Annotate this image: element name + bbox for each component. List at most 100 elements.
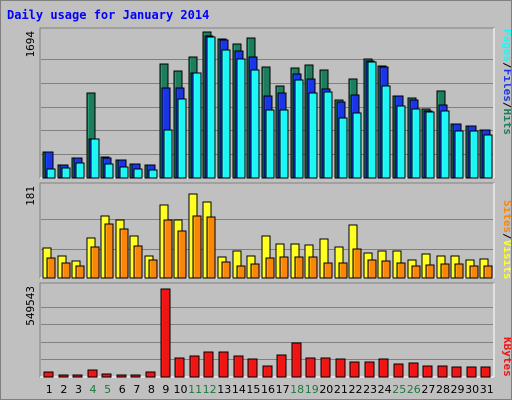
bar-pages-day-19 [308, 92, 318, 179]
bar-sites-day-4 [90, 246, 100, 279]
bar-pages-day-18-body [294, 79, 304, 179]
bar-pages-day-17-body [279, 109, 289, 179]
bar-pages-day-28 [440, 110, 450, 179]
bar-pages-day-29-body [454, 130, 464, 179]
bar-kbytes-day-9-body [160, 288, 171, 378]
bar-pages-day-12 [206, 36, 216, 179]
x-tick-label-day-2: 2 [60, 383, 67, 396]
bar-sites-day-16-body [265, 257, 275, 279]
bar-pages-day-22 [352, 112, 362, 179]
bar-kbytes-day-30 [466, 366, 477, 378]
x-tick-label-day-5: 5 [104, 383, 111, 396]
bar-sites-day-25 [396, 262, 406, 279]
bar-kbytes-day-16-body [262, 365, 273, 378]
bar-sites-day-8-body [148, 259, 158, 279]
bar-sites-day-6-body [119, 228, 129, 279]
bar-sites-day-27 [425, 264, 435, 279]
bar-pages-day-2 [61, 167, 71, 179]
x-tick-label-day-26: 26 [407, 383, 421, 396]
bar-kbytes-day-25 [393, 363, 404, 378]
x-tick-label-day-29: 29 [451, 383, 465, 396]
y-max-label-3: 549543 [24, 286, 37, 326]
bar-kbytes-day-2-body [58, 374, 69, 378]
bar-kbytes-day-26 [408, 362, 419, 378]
bar-kbytes-day-2 [58, 374, 69, 378]
bar-pages-day-5-body [104, 163, 114, 179]
bar-kbytes-day-24-body [378, 358, 389, 378]
bar-kbytes-day-6 [116, 374, 127, 378]
bar-pages-day-7 [133, 168, 143, 179]
bar-kbytes-day-1-body [43, 371, 54, 378]
bar-pages-day-23-body [367, 61, 377, 179]
bar-kbytes-day-28 [437, 365, 448, 378]
x-tick-label-day-3: 3 [75, 383, 82, 396]
bar-sites-day-4-body [90, 246, 100, 279]
bar-sites-day-1-body [46, 257, 56, 279]
bar-kbytes-day-11 [189, 355, 200, 378]
bar-kbytes-day-16 [262, 365, 273, 378]
bar-sites-day-9 [163, 219, 173, 279]
bar-sites-day-7-body [133, 245, 143, 279]
x-tick-label-day-6: 6 [119, 383, 126, 396]
x-tick-label-day-18: 18 [290, 383, 304, 396]
x-tick-label-day-8: 8 [148, 383, 155, 396]
bar-sites-day-21 [338, 262, 348, 279]
bar-sites-day-13-body [221, 261, 231, 279]
bar-kbytes-day-29 [451, 366, 462, 378]
x-tick-label-day-27: 27 [421, 383, 435, 396]
legend-panel-2: Sites/Visits [501, 200, 511, 280]
bar-pages-day-27 [425, 111, 435, 179]
bar-sites-day-20 [323, 262, 333, 279]
bar-pages-day-1 [46, 168, 56, 179]
legend-panel-1: Pages/Files/Hits [501, 29, 511, 135]
bar-pages-day-25-body [396, 105, 406, 179]
bar-sites-day-22-body [352, 248, 362, 279]
bar-pages-day-24-body [381, 85, 391, 179]
bar-pages-day-29 [454, 130, 464, 179]
bar-pages-day-20-body [323, 91, 333, 179]
bar-sites-day-24 [381, 260, 391, 279]
bar-sites-day-31 [483, 265, 493, 279]
bar-sites-day-18-body [294, 256, 304, 279]
bar-kbytes-day-8-body [145, 371, 156, 378]
bar-pages-day-6 [119, 166, 129, 179]
bar-sites-day-9-body [163, 219, 173, 279]
bar-pages-day-20 [323, 91, 333, 179]
bar-sites-day-31-body [483, 265, 493, 279]
bar-kbytes-day-27 [422, 365, 433, 378]
bar-sites-day-2 [61, 262, 71, 279]
bar-pages-day-31 [483, 134, 493, 179]
legend-pages: Pages [501, 29, 511, 62]
bar-kbytes-day-24 [378, 358, 389, 378]
bar-pages-day-6-body [119, 166, 129, 179]
bar-kbytes-day-20-body [320, 357, 331, 378]
bar-pages-day-15-body [250, 69, 260, 179]
legend-visits: Visits [501, 240, 511, 280]
bar-kbytes-day-3-body [72, 374, 83, 378]
x-tick-label-day-22: 22 [348, 383, 362, 396]
bar-kbytes-day-10 [174, 357, 185, 378]
bar-kbytes-day-30-body [466, 366, 477, 378]
x-tick-label-day-10: 10 [174, 383, 188, 396]
legend-hits: Hits [501, 109, 511, 136]
bar-kbytes-day-15 [247, 358, 258, 378]
legend-panel-3: KBytes [501, 337, 511, 377]
bar-pages-day-12-body [206, 36, 216, 179]
x-tick-label-day-19: 19 [305, 383, 319, 396]
bar-sites-day-5-body [104, 223, 114, 279]
x-tick-label-day-25: 25 [392, 383, 406, 396]
x-tick-label-day-1: 1 [46, 383, 53, 396]
bar-kbytes-day-19-body [305, 357, 316, 378]
bar-sites-day-30-body [469, 265, 479, 279]
bar-sites-day-19 [308, 256, 318, 279]
legend-kbytes: KBytes [501, 337, 511, 377]
x-tick-label-day-24: 24 [378, 383, 392, 396]
bar-kbytes-day-9 [160, 288, 171, 378]
bar-kbytes-day-17 [276, 354, 287, 378]
bar-sites-day-28 [440, 263, 450, 279]
x-tick-label-day-16: 16 [261, 383, 275, 396]
bar-sites-day-15 [250, 263, 260, 279]
bar-kbytes-day-14 [233, 355, 244, 378]
bar-sites-day-12-body [206, 216, 216, 279]
